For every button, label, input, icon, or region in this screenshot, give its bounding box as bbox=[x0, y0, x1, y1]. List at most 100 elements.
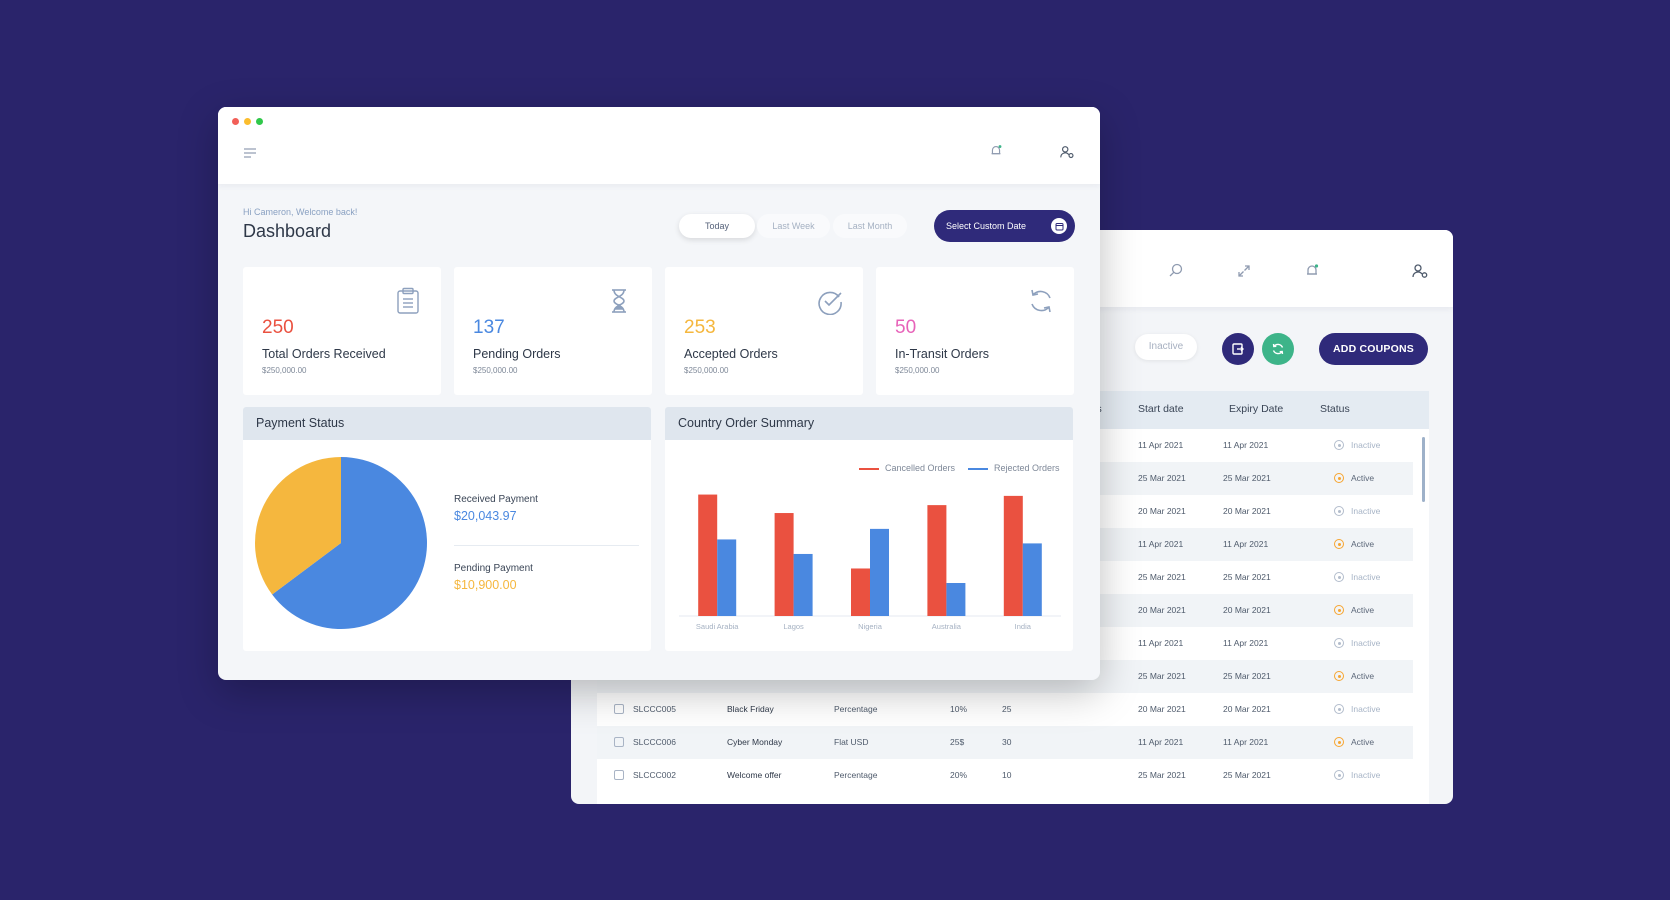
table-row[interactable]: 25 Mar 2021 25 Mar 2021 Inactive bbox=[597, 561, 1413, 594]
refresh-button[interactable] bbox=[1262, 333, 1294, 365]
cell-expiry: 11 Apr 2021 bbox=[1223, 440, 1269, 450]
cell-uses: 30 bbox=[1002, 737, 1012, 747]
cell-value: 25$ bbox=[950, 737, 965, 747]
bar-rejected-orders-nigeria[interactable] bbox=[870, 528, 889, 616]
bar-cancelled-orders-saudi-arabia[interactable] bbox=[698, 494, 718, 616]
bar-cancelled-orders-australia[interactable] bbox=[927, 505, 947, 616]
row-checkbox[interactable] bbox=[614, 704, 624, 714]
bar-cancelled-orders-india[interactable] bbox=[1003, 495, 1023, 616]
user-settings-icon[interactable] bbox=[1411, 262, 1429, 280]
add-coupons-button[interactable]: ADD COUPONS bbox=[1319, 333, 1428, 365]
legend-label: Cancelled Orders bbox=[885, 463, 956, 473]
cell-code: SLCCC005 bbox=[633, 704, 676, 714]
cell-expiry: 25 Mar 2021 bbox=[1223, 572, 1271, 582]
pending-payment-label: Pending Payment bbox=[454, 563, 533, 574]
dashboard-window: Hi Cameron, Welcome back! Dashboard Toda… bbox=[218, 107, 1100, 680]
user-settings-icon[interactable] bbox=[1059, 144, 1075, 160]
table-scrollbar[interactable] bbox=[1422, 437, 1425, 502]
cell-start: 11 Apr 2021 bbox=[1138, 737, 1184, 747]
table-row[interactable]: SLCCC006 Cyber Monday Flat USD 25$ 30 11 Apr … bbox=[597, 726, 1413, 759]
cell-start: 25 Mar 2021 bbox=[1138, 770, 1186, 780]
range-last-month-button[interactable]: Last Month bbox=[833, 214, 907, 238]
cell-start: 25 Mar 2021 bbox=[1138, 473, 1186, 483]
column-header-expiry-date[interactable]: Expiry Date bbox=[1229, 403, 1284, 415]
stat-label: Total Orders Received bbox=[262, 347, 386, 361]
bar-cancelled-orders-nigeria[interactable] bbox=[851, 568, 870, 616]
cell-start: 20 Mar 2021 bbox=[1138, 704, 1186, 714]
dashboard-header bbox=[218, 107, 1100, 184]
country-bar-chart: Saudi Arabia Lagos Nigeria Australia India bbox=[679, 494, 1061, 631]
bell-icon[interactable] bbox=[1303, 262, 1321, 280]
stat-value: 250 bbox=[262, 317, 294, 338]
table-row[interactable]: 20 Mar 2021 20 Mar 2021 Inactive bbox=[597, 495, 1413, 528]
bar-rejected-orders-australia[interactable] bbox=[946, 583, 966, 616]
menu-icon[interactable] bbox=[243, 147, 257, 159]
window-minimize-dot[interactable] bbox=[244, 118, 251, 125]
cell-expiry: 11 Apr 2021 bbox=[1223, 539, 1269, 549]
bar-cancelled-orders-lagos[interactable] bbox=[774, 513, 794, 616]
cell-expiry: 25 Mar 2021 bbox=[1223, 770, 1271, 780]
expand-icon[interactable] bbox=[1235, 262, 1253, 280]
status-badge: Inactive bbox=[1351, 638, 1381, 648]
calendar-icon bbox=[1051, 218, 1067, 234]
received-payment-value: $20,043.97 bbox=[454, 509, 517, 523]
status-icon bbox=[1334, 440, 1344, 450]
window-close-dot[interactable] bbox=[232, 118, 239, 125]
stat-label: In-Transit Orders bbox=[895, 347, 990, 361]
pie-slice-received-payment[interactable] bbox=[272, 457, 427, 629]
bar-rejected-orders-india[interactable] bbox=[1022, 543, 1042, 616]
export-button[interactable] bbox=[1222, 333, 1254, 365]
row-checkbox[interactable] bbox=[614, 770, 624, 780]
cell-type: Percentage bbox=[834, 704, 878, 714]
cell-expiry: 25 Mar 2021 bbox=[1223, 671, 1271, 681]
cell-type: Flat USD bbox=[834, 737, 869, 747]
window-maximize-dot[interactable] bbox=[256, 118, 263, 125]
x-tick-label: Lagos bbox=[783, 622, 804, 631]
status-icon bbox=[1334, 704, 1344, 714]
table-row[interactable]: 11 Apr 2021 11 Apr 2021 Inactive bbox=[597, 627, 1413, 660]
column-header-start-date[interactable]: Start date bbox=[1138, 403, 1184, 415]
status-badge: Inactive bbox=[1351, 440, 1381, 450]
select-custom-date-button[interactable]: Select Custom Date bbox=[934, 210, 1075, 242]
stat-card-total-orders[interactable]: 250 Total Orders Received $250,000.00 bbox=[243, 267, 441, 395]
cell-value: 20% bbox=[950, 770, 968, 780]
filter-inactive-pill[interactable]: Inactive bbox=[1135, 334, 1197, 360]
legend-swatch bbox=[859, 467, 879, 470]
column-header-status[interactable]: Status bbox=[1320, 403, 1350, 415]
search-icon[interactable] bbox=[1167, 262, 1185, 280]
status-icon bbox=[1334, 638, 1344, 648]
cell-start: 25 Mar 2021 bbox=[1138, 671, 1186, 681]
bar-rejected-orders-lagos[interactable] bbox=[793, 553, 813, 616]
status-icon bbox=[1334, 539, 1344, 549]
bar-rejected-orders-saudi-arabia[interactable] bbox=[717, 539, 737, 616]
bell-icon[interactable] bbox=[988, 143, 1004, 159]
cell-expiry: 20 Mar 2021 bbox=[1223, 704, 1271, 714]
row-checkbox[interactable] bbox=[614, 737, 624, 747]
pie-slice-pending-payment[interactable] bbox=[255, 457, 341, 595]
legend-cancelled: Cancelled Orders bbox=[859, 463, 955, 473]
table-row[interactable]: 11 Apr 2021 11 Apr 2021 Inactive bbox=[597, 429, 1413, 462]
status-badge: Active bbox=[1351, 539, 1375, 549]
cell-name: Welcome offer bbox=[727, 770, 782, 780]
stat-card-in-transit-orders[interactable]: 50 In-Transit Orders $250,000.00 bbox=[876, 267, 1074, 395]
status-badge: Active bbox=[1351, 605, 1375, 615]
stat-amount: $250,000.00 bbox=[895, 366, 940, 375]
cell-start: 20 Mar 2021 bbox=[1138, 506, 1186, 516]
status-icon bbox=[1334, 605, 1344, 615]
pending-payment-value: $10,900.00 bbox=[454, 578, 517, 592]
cell-expiry: 25 Mar 2021 bbox=[1223, 473, 1271, 483]
stat-card-accepted-orders[interactable]: 253 Accepted Orders $250,000.00 bbox=[665, 267, 863, 395]
status-badge: Inactive bbox=[1351, 506, 1381, 516]
range-last-week-button[interactable]: Last Week bbox=[757, 214, 830, 238]
cell-start: 25 Mar 2021 bbox=[1138, 572, 1186, 582]
table-row[interactable]: SLCCC005 Black Friday Percentage 10% 25 20 Ma… bbox=[597, 693, 1413, 726]
cell-uses: 25 bbox=[1002, 704, 1012, 714]
status-icon bbox=[1334, 473, 1344, 483]
stat-card-pending-orders[interactable]: 137 Pending Orders $250,000.00 bbox=[454, 267, 652, 395]
received-payment-label: Received Payment bbox=[454, 494, 538, 505]
status-badge: Inactive bbox=[1351, 572, 1381, 582]
status-badge: Inactive bbox=[1351, 704, 1381, 714]
table-row[interactable]: SLCCC002 Welcome offer Percentage 20% 10 25 M… bbox=[597, 759, 1413, 792]
clipboard-icon bbox=[397, 287, 419, 314]
range-today-button[interactable]: Today bbox=[679, 214, 755, 238]
